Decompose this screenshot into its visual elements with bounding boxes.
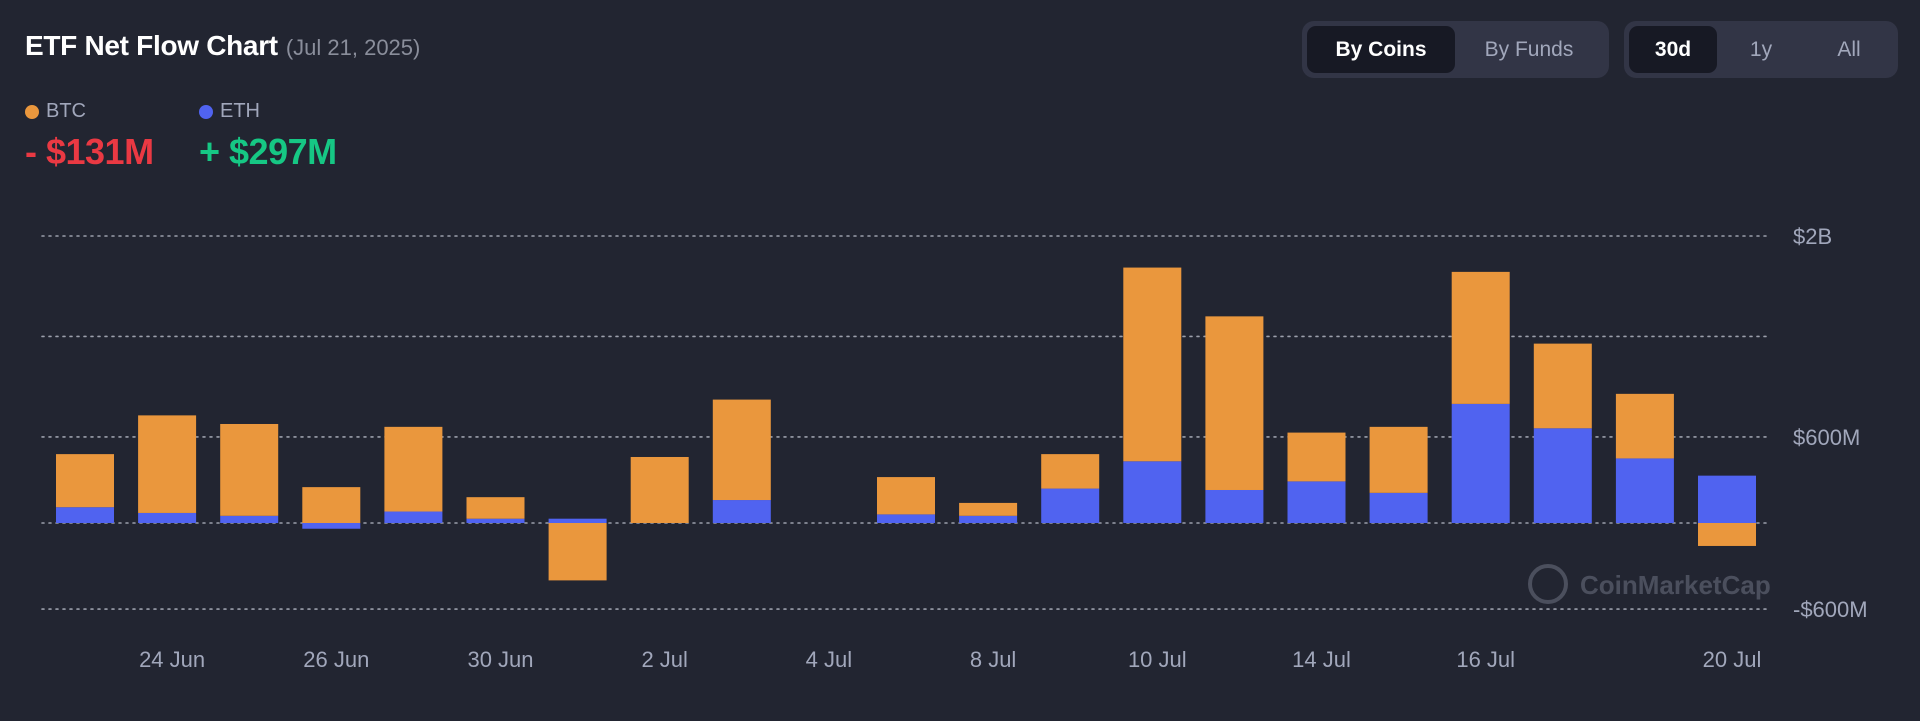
bar-btc (384, 426, 443, 512)
btc-net-flow-value: - $131M (25, 131, 154, 172)
eth-dot-icon (199, 104, 213, 119)
bar-btc (1041, 454, 1100, 489)
x-tick-label: 10 Jul (1128, 647, 1187, 672)
x-tick-label: 4 Jul (806, 647, 852, 672)
bar-eth (138, 512, 197, 523)
bar-eth (1123, 461, 1182, 523)
bar-eth (548, 518, 607, 523)
legend-btc-label-row: BTC (25, 100, 154, 123)
view-toggle: By Coins By Funds (1302, 21, 1609, 78)
x-tick-label: 8 Jul (970, 647, 1016, 672)
legend-eth-label-row: ETH (199, 100, 337, 123)
bar-btc (630, 456, 689, 523)
bar-btc (138, 415, 197, 513)
eth-net-flow-value: + $297M (199, 131, 337, 172)
range-all-button[interactable]: All (1837, 37, 1861, 61)
range-1y-button[interactable]: 1y (1749, 37, 1773, 61)
bar-eth (1369, 492, 1428, 523)
bar-eth (1533, 428, 1592, 523)
bar-btc (1123, 267, 1182, 462)
bar-eth (1451, 403, 1510, 523)
x-tick-label: 20 Jul (1703, 647, 1762, 672)
x-tick-label: 16 Jul (1456, 647, 1515, 672)
range-30d-button[interactable]: 30d (1629, 26, 1717, 73)
x-tick-label: 26 Jun (303, 647, 369, 672)
legend-btc: BTC - $131M (25, 100, 154, 173)
range-toggle: 30d 1y All (1624, 21, 1898, 78)
bar-eth (712, 500, 771, 523)
bar-btc (1451, 271, 1510, 404)
legend-eth-label: ETH (220, 100, 260, 122)
y-tick-label: $600M (1793, 425, 1860, 450)
bar-btc (220, 423, 279, 516)
y-tick-label: $2B (1793, 224, 1832, 249)
legend-eth: ETH + $297M (199, 100, 337, 173)
by-funds-button[interactable]: By Funds (1484, 37, 1574, 61)
bar-eth (1698, 475, 1756, 523)
bar-btc (1615, 393, 1674, 459)
bar-eth (1041, 488, 1100, 523)
bar-eth (220, 515, 279, 523)
x-tick-label: 30 Jun (467, 647, 533, 672)
btc-dot-icon (25, 104, 39, 119)
x-tick-label: 2 Jul (641, 647, 687, 672)
coinmarketcap-logo-ring (1528, 564, 1568, 604)
chart-title: ETF Net Flow Chart (25, 30, 278, 61)
bar-eth (1615, 458, 1674, 523)
bar-btc (1369, 426, 1428, 493)
coinmarketcap-watermark: CoinMarketCap (1528, 564, 1771, 604)
bar-btc (959, 502, 1018, 516)
chart-date: (Jul 21, 2025) (285, 35, 421, 60)
bar-btc (302, 487, 361, 523)
legend-btc-label: BTC (46, 100, 86, 122)
bar-eth (302, 523, 361, 529)
bar-eth (56, 507, 114, 523)
bar-eth (466, 518, 525, 523)
bar-eth (1287, 481, 1346, 523)
bar-btc (56, 454, 114, 508)
bar-btc (1698, 523, 1756, 546)
bar-eth (384, 511, 443, 523)
bar-btc (466, 497, 525, 519)
x-tick-label: 24 Jun (139, 647, 205, 672)
bar-btc (548, 523, 607, 581)
bar-eth (1205, 489, 1264, 523)
y-tick-label: -$600M (1793, 597, 1868, 622)
bar-btc (877, 477, 935, 515)
coinmarketcap-watermark-text: CoinMarketCap (1580, 570, 1771, 600)
bar-eth (877, 514, 935, 523)
by-coins-button[interactable]: By Coins (1307, 26, 1455, 73)
bar-btc (1205, 316, 1264, 490)
bar-btc (1533, 343, 1592, 429)
bar-btc (1287, 432, 1346, 482)
bar-eth (959, 515, 1018, 523)
chart-header: ETF Net Flow Chart (Jul 21, 2025) (25, 30, 420, 62)
bar-btc (712, 399, 771, 501)
x-tick-label: 14 Jul (1292, 647, 1351, 672)
